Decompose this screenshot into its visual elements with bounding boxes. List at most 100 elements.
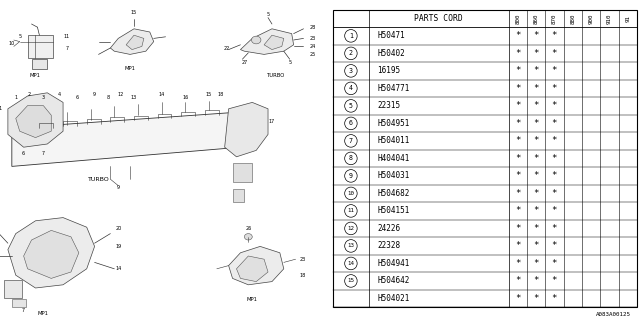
- Text: *: *: [533, 206, 539, 215]
- Text: *: *: [552, 206, 557, 215]
- Text: *: *: [552, 276, 557, 285]
- Text: 5: 5: [349, 103, 353, 109]
- Text: *: *: [533, 101, 539, 110]
- Circle shape: [345, 29, 357, 42]
- Text: 9: 9: [93, 92, 96, 97]
- Text: 910: 910: [607, 13, 612, 24]
- Text: 16195: 16195: [377, 66, 400, 76]
- Text: 5: 5: [18, 34, 21, 39]
- Text: H50402: H50402: [377, 49, 405, 58]
- Circle shape: [345, 152, 357, 165]
- Text: 11: 11: [348, 208, 355, 213]
- Text: 22328: 22328: [377, 241, 400, 251]
- Circle shape: [345, 65, 357, 77]
- Text: 4: 4: [58, 92, 61, 97]
- Polygon shape: [8, 218, 95, 288]
- Text: *: *: [552, 294, 557, 303]
- Text: *: *: [533, 84, 539, 93]
- Text: 23: 23: [300, 257, 306, 262]
- Text: *: *: [552, 136, 557, 145]
- Text: *: *: [515, 189, 520, 198]
- Text: MP1: MP1: [125, 66, 136, 71]
- Circle shape: [345, 222, 357, 235]
- Polygon shape: [228, 246, 284, 285]
- Text: 1: 1: [14, 95, 17, 100]
- Polygon shape: [16, 106, 51, 138]
- Text: 14: 14: [159, 92, 164, 97]
- Text: 13: 13: [348, 244, 355, 248]
- Text: *: *: [515, 224, 520, 233]
- Circle shape: [345, 100, 357, 112]
- Circle shape: [345, 275, 357, 287]
- Text: *: *: [533, 136, 539, 145]
- Text: 16: 16: [182, 95, 188, 100]
- Text: *: *: [515, 119, 520, 128]
- Text: *: *: [533, 276, 539, 285]
- Text: *: *: [515, 154, 520, 163]
- Text: A083A00125: A083A00125: [595, 312, 630, 317]
- Text: H504771: H504771: [377, 84, 410, 93]
- Text: 870: 870: [552, 13, 557, 24]
- Polygon shape: [264, 35, 284, 50]
- Polygon shape: [110, 29, 154, 54]
- Text: *: *: [515, 31, 520, 40]
- Text: *: *: [552, 49, 557, 58]
- Polygon shape: [241, 29, 294, 54]
- Text: 17: 17: [269, 119, 275, 124]
- Text: *: *: [515, 49, 520, 58]
- Text: *: *: [515, 241, 520, 251]
- Text: 6: 6: [22, 151, 25, 156]
- Text: 10: 10: [348, 191, 355, 196]
- Text: 7: 7: [349, 138, 353, 144]
- Circle shape: [345, 170, 357, 182]
- Text: 2: 2: [349, 50, 353, 56]
- Bar: [4, 280, 22, 298]
- Text: 15: 15: [348, 278, 355, 284]
- Text: 7: 7: [22, 308, 25, 313]
- Circle shape: [345, 117, 357, 130]
- Text: 5: 5: [266, 12, 269, 17]
- Text: *: *: [533, 294, 539, 303]
- Text: 18: 18: [218, 92, 224, 97]
- Text: 22: 22: [223, 45, 230, 51]
- Text: *: *: [552, 172, 557, 180]
- Text: H504151: H504151: [377, 206, 410, 215]
- Text: 12: 12: [348, 226, 355, 231]
- Text: *: *: [515, 136, 520, 145]
- Text: *: *: [533, 66, 539, 76]
- Text: *: *: [533, 154, 539, 163]
- Text: *: *: [552, 189, 557, 198]
- Text: H50471: H50471: [377, 31, 405, 40]
- Text: *: *: [533, 172, 539, 180]
- Text: 800: 800: [515, 13, 520, 24]
- Text: MP1: MP1: [247, 297, 258, 302]
- Text: 1: 1: [349, 33, 353, 39]
- Text: 19: 19: [115, 244, 122, 249]
- Polygon shape: [237, 256, 268, 282]
- Text: TURBO: TURBO: [267, 73, 285, 78]
- Bar: [232, 163, 252, 182]
- Text: 15: 15: [131, 10, 137, 15]
- Text: 28: 28: [309, 25, 316, 30]
- Text: *: *: [515, 66, 520, 76]
- Text: *: *: [533, 31, 539, 40]
- Text: 14: 14: [348, 261, 355, 266]
- Text: 91: 91: [625, 15, 630, 22]
- Polygon shape: [24, 230, 79, 278]
- Text: 3: 3: [349, 68, 353, 74]
- Text: *: *: [533, 49, 539, 58]
- Text: MP1: MP1: [38, 311, 49, 316]
- Text: 10: 10: [9, 41, 15, 46]
- Text: 14: 14: [115, 266, 122, 271]
- Polygon shape: [8, 93, 63, 147]
- Text: 24: 24: [309, 44, 316, 49]
- Text: 900: 900: [589, 13, 593, 24]
- Text: *: *: [552, 224, 557, 233]
- Text: 9: 9: [349, 173, 353, 179]
- Text: MP1: MP1: [30, 73, 41, 78]
- Text: *: *: [515, 276, 520, 285]
- Text: *: *: [533, 189, 539, 198]
- Text: *: *: [552, 241, 557, 251]
- Text: 8: 8: [107, 95, 110, 100]
- Text: 3: 3: [42, 95, 45, 100]
